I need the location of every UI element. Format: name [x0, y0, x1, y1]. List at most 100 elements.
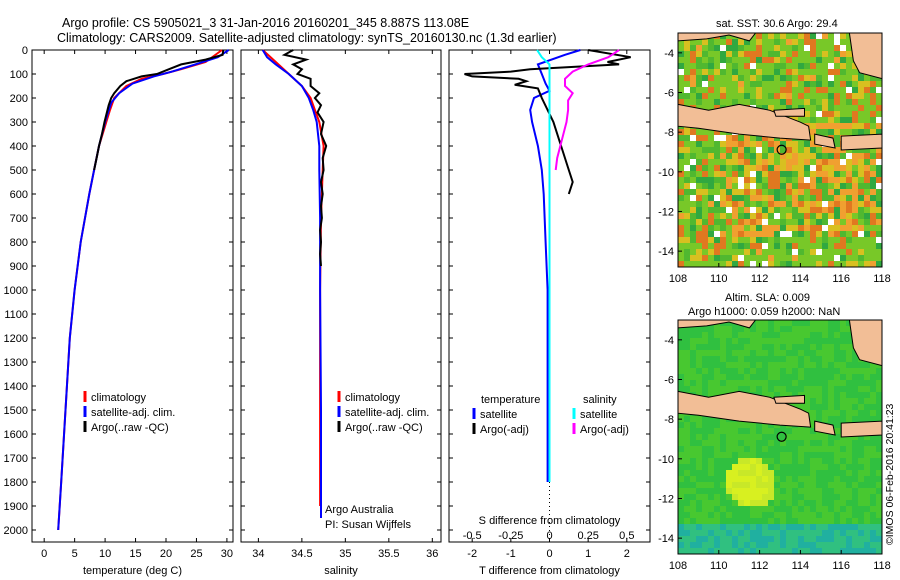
map-cell	[828, 177, 835, 184]
x-tick-label: 20	[160, 548, 172, 560]
map-cell	[816, 63, 823, 70]
map-cell	[810, 135, 817, 142]
map-cell	[720, 189, 727, 196]
map-cell	[720, 99, 727, 106]
map-cell	[708, 518, 715, 525]
map-cell	[822, 362, 829, 369]
map-cell	[690, 189, 697, 196]
map-cell	[714, 506, 721, 513]
map-cell	[864, 410, 871, 417]
series-line	[281, 49, 328, 267]
map-cell	[834, 440, 841, 447]
map-cell	[792, 542, 799, 549]
map-cell	[744, 93, 751, 100]
map-cell	[738, 261, 745, 268]
map-cell	[690, 542, 697, 549]
map-cell	[858, 386, 865, 393]
map-cell	[822, 255, 829, 262]
map-cell	[726, 231, 733, 238]
map-cell	[750, 147, 757, 154]
map-cell	[690, 536, 697, 543]
map-cell	[774, 249, 781, 256]
map-cell	[798, 177, 805, 184]
map-cell	[870, 476, 877, 483]
map-cell	[810, 69, 817, 76]
map-cell	[834, 261, 841, 268]
map-cell	[804, 141, 811, 148]
map-cell	[690, 171, 697, 178]
map-cell	[786, 183, 793, 190]
map-cell	[822, 153, 829, 160]
map-cell	[846, 536, 853, 543]
map-cell	[768, 386, 775, 393]
map-cell	[774, 518, 781, 525]
map-cell	[684, 512, 691, 519]
map-cell	[780, 392, 787, 399]
map-cell	[822, 33, 829, 40]
map-cell	[702, 219, 709, 226]
map-cell	[810, 464, 817, 471]
map-cell	[798, 350, 805, 357]
map-cell	[744, 171, 751, 178]
map-cell	[720, 57, 727, 64]
map-cell	[792, 464, 799, 471]
map-cell	[678, 75, 685, 82]
map-cell	[714, 422, 721, 429]
map-cell	[738, 135, 745, 142]
map-cell	[732, 99, 739, 106]
map-cell	[678, 219, 685, 226]
map-cell	[846, 416, 853, 423]
map-cell	[834, 506, 841, 513]
map-cell	[678, 356, 685, 363]
map-cell	[690, 93, 697, 100]
map-cell	[798, 494, 805, 501]
map-cell	[726, 81, 733, 88]
map-cell	[774, 195, 781, 202]
map-cell	[720, 530, 727, 537]
map-cell	[720, 518, 727, 525]
map-cell	[678, 51, 685, 58]
map-cell	[696, 482, 703, 489]
x-tick-label: -2	[467, 548, 477, 560]
map-cell	[798, 147, 805, 154]
map-cell	[816, 189, 823, 196]
map-cell	[816, 201, 823, 208]
map-cell	[876, 165, 883, 172]
map-cell	[852, 410, 859, 417]
map-cell	[852, 99, 859, 106]
map-cell	[840, 398, 847, 405]
map-cell	[876, 231, 883, 238]
map-cell	[708, 536, 715, 543]
map-cell	[762, 63, 769, 70]
map-cell	[762, 87, 769, 94]
map-cell	[804, 368, 811, 375]
map-cell	[816, 410, 823, 417]
map-cell	[816, 416, 823, 423]
map-cell	[774, 243, 781, 250]
map-cell	[804, 33, 811, 40]
map-cell	[690, 440, 697, 447]
map-cell	[876, 542, 883, 549]
map-cell	[744, 135, 751, 142]
map-cell	[804, 344, 811, 351]
map-cell	[744, 530, 751, 537]
map-cell	[696, 332, 703, 339]
map-cell	[690, 195, 697, 202]
map-cell	[804, 350, 811, 357]
map-cell	[762, 500, 769, 507]
map-cell	[726, 75, 733, 82]
map-cell	[852, 87, 859, 94]
map-cell	[876, 123, 883, 130]
map-cell	[744, 458, 751, 465]
map-cell	[834, 69, 841, 76]
map-cell	[852, 207, 859, 214]
map-cell	[858, 255, 865, 262]
map-cell	[834, 231, 841, 238]
map-y-tick-label: -8	[664, 414, 674, 426]
map-cell	[798, 356, 805, 363]
map-cell	[786, 213, 793, 220]
map-cell	[684, 81, 691, 88]
map-cell	[804, 63, 811, 70]
map-cell	[744, 518, 751, 525]
map-cell	[786, 153, 793, 160]
